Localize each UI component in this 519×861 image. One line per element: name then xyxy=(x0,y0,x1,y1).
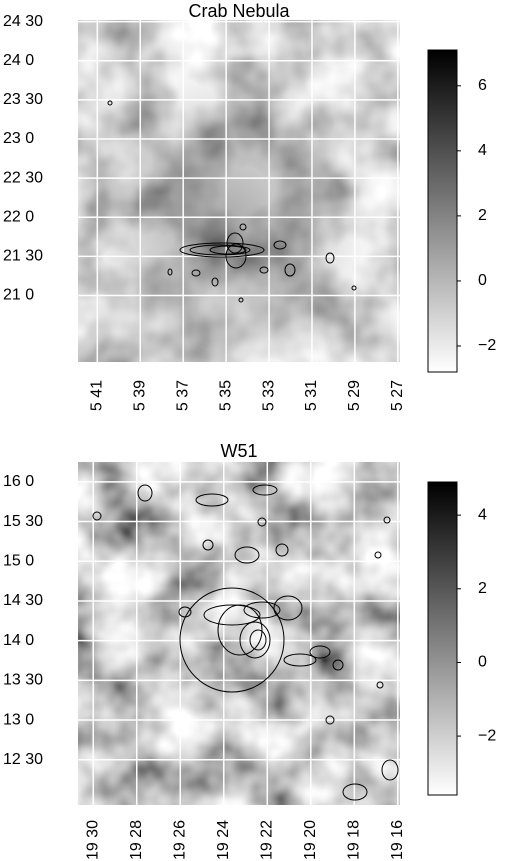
contour xyxy=(273,240,287,250)
contour xyxy=(284,263,296,277)
contour xyxy=(351,285,357,291)
x-tick-label: 5 27 xyxy=(389,380,406,411)
y-tick-label: 12 30 xyxy=(3,751,43,768)
y-tick-label: 24 0 xyxy=(3,52,34,69)
colorbar-tick-label: 2 xyxy=(478,207,487,224)
contour xyxy=(259,266,269,274)
y-tick-label: 23 0 xyxy=(3,130,34,147)
contour xyxy=(211,277,219,287)
contour xyxy=(203,604,261,626)
chart-title: Crab Nebula xyxy=(188,1,290,21)
colorbar xyxy=(427,49,458,373)
contour xyxy=(249,629,267,651)
contour xyxy=(239,223,247,231)
x-tick-label: 5 29 xyxy=(346,380,363,411)
y-tick-label: 15 0 xyxy=(3,552,34,569)
chart-title: W51 xyxy=(220,441,257,461)
contour xyxy=(179,242,265,258)
y-tick-label: 22 30 xyxy=(3,169,43,186)
y-tick-label: 23 30 xyxy=(3,91,43,108)
x-tick-label: 19 22 xyxy=(259,820,276,860)
contour xyxy=(202,539,214,551)
map xyxy=(78,20,400,362)
contour xyxy=(273,595,303,621)
x-tick-label: 19 28 xyxy=(128,820,145,860)
contour xyxy=(283,653,317,667)
x-tick-label: 5 41 xyxy=(89,380,106,411)
contour xyxy=(376,681,384,689)
x-tick-label: 19 24 xyxy=(215,820,232,860)
x-tick-label: 5 37 xyxy=(174,380,191,411)
contour xyxy=(195,493,229,507)
x-tick-label: 5 31 xyxy=(303,380,320,411)
contour xyxy=(243,601,281,619)
contour xyxy=(167,268,173,276)
contour xyxy=(234,546,260,564)
x-tick-label: 19 18 xyxy=(346,820,363,860)
contour xyxy=(239,621,271,659)
colorbar-tick-label: 0 xyxy=(478,272,487,289)
contour xyxy=(92,511,102,521)
contour xyxy=(107,100,113,106)
contour xyxy=(275,543,289,557)
x-tick-label: 5 33 xyxy=(260,380,277,411)
map xyxy=(78,462,400,805)
contour xyxy=(252,484,278,496)
contour xyxy=(226,232,244,254)
contour xyxy=(179,587,285,693)
x-tick-label: 5 39 xyxy=(131,380,148,411)
y-tick-label: 15 30 xyxy=(3,513,43,530)
colorbar-tick-label: 4 xyxy=(478,142,487,159)
y-tick-label: 21 0 xyxy=(3,287,34,304)
contour xyxy=(191,269,201,277)
contour xyxy=(238,297,244,303)
colorbar xyxy=(427,481,458,796)
contour xyxy=(178,606,192,618)
y-tick-label: 22 0 xyxy=(3,208,34,225)
y-tick-label: 14 30 xyxy=(3,592,43,609)
contour xyxy=(374,551,382,559)
contour xyxy=(189,244,251,256)
x-tick-label: 19 30 xyxy=(84,820,101,860)
contour xyxy=(209,245,247,255)
colorbar-tick-label: −2 xyxy=(478,337,496,354)
x-tick-label: 19 26 xyxy=(171,820,188,860)
y-tick-label: 24 30 xyxy=(3,13,43,30)
y-tick-label: 14 0 xyxy=(3,632,34,649)
contour xyxy=(225,243,247,269)
y-tick-label: 13 0 xyxy=(3,711,34,728)
y-tick-label: 13 30 xyxy=(3,672,43,689)
contour xyxy=(342,783,368,801)
map-image xyxy=(78,462,400,805)
panel: W51 16 0 15 30 15 0 14 30 14 0 13 30 13 0 12 30 1… xyxy=(3,441,496,860)
colorbar-tick-label: 0 xyxy=(478,654,487,671)
contour xyxy=(325,715,335,725)
contour xyxy=(381,759,399,781)
contour xyxy=(383,516,391,524)
contour xyxy=(137,484,153,502)
contour xyxy=(325,252,335,264)
contour xyxy=(332,659,344,671)
colorbar-tick-label: 6 xyxy=(478,77,487,94)
x-tick-label: 19 20 xyxy=(302,820,319,860)
colorbar-tick-label: 4 xyxy=(478,506,487,523)
y-tick-label: 21 30 xyxy=(3,248,43,265)
map-shade xyxy=(78,20,400,362)
contour xyxy=(257,517,267,527)
x-tick-label: 19 16 xyxy=(389,820,406,860)
colorbar-tick-label: −2 xyxy=(478,727,496,744)
colorbar-tick-label: 2 xyxy=(478,580,487,597)
y-tick-label: 16 0 xyxy=(3,473,34,490)
x-tick-label: 5 35 xyxy=(217,380,234,411)
contour xyxy=(309,645,331,659)
